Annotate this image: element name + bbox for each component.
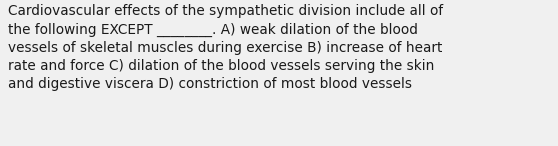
Text: Cardiovascular effects of the sympathetic division include all of
the following : Cardiovascular effects of the sympatheti… (8, 4, 443, 91)
